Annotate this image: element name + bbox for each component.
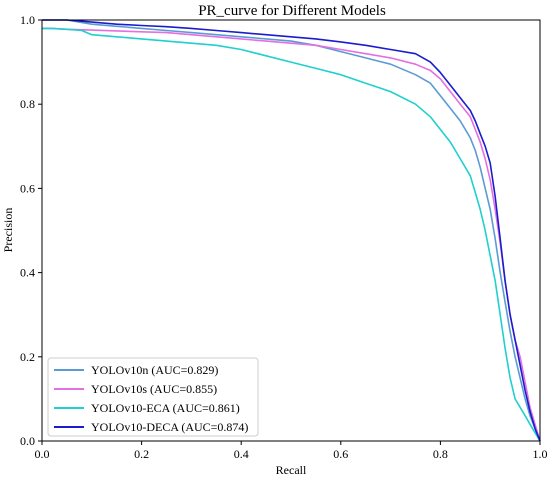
y-tick-label: 0.8 bbox=[20, 97, 35, 111]
x-tick-label: 0.0 bbox=[35, 447, 50, 461]
x-tick-label: 1.0 bbox=[533, 447, 548, 461]
x-tick-label: 0.2 bbox=[134, 447, 149, 461]
series-layer bbox=[42, 19, 541, 442]
series-line-4 bbox=[42, 19, 541, 442]
legend-label-2: YOLOv10s (AUC=0.855) bbox=[91, 382, 217, 396]
legend-label-3: YOLOv10-ECA (AUC=0.861) bbox=[91, 401, 240, 415]
ticks-layer: 0.0 0.2 0.4 0.6 0.8 1.0 0.0 0.2 0.4 0.6 0.8 1.0 bbox=[20, 13, 548, 461]
x-axis-label: Recall bbox=[276, 463, 307, 477]
y-axis-label: Precision bbox=[1, 208, 15, 253]
y-tick-label: 0.6 bbox=[20, 181, 35, 195]
series-line-1 bbox=[42, 19, 541, 442]
x-tick-label: 0.8 bbox=[433, 447, 448, 461]
series-line-3 bbox=[42, 27, 541, 442]
x-tick-label: 0.4 bbox=[234, 447, 249, 461]
plot-frame bbox=[41, 19, 541, 442]
legend-box bbox=[47, 357, 259, 437]
chart-title: PR_curve for Different Models bbox=[198, 3, 386, 19]
legend-label-1: YOLOv10n (AUC=0.829) bbox=[91, 363, 218, 377]
y-tick-label: 0.4 bbox=[20, 266, 35, 280]
legend: YOLOv10n (AUC=0.829) YOLOv10s (AUC=0.855)… bbox=[47, 357, 259, 437]
legend-label-4: YOLOv10-DECA (AUC=0.874) bbox=[91, 420, 248, 434]
y-tick-label: 0.2 bbox=[20, 350, 35, 364]
x-tick-label: 0.6 bbox=[333, 447, 348, 461]
legend-items: YOLOv10n (AUC=0.829) YOLOv10s (AUC=0.855)… bbox=[54, 363, 248, 434]
y-tick-label: 0.0 bbox=[20, 434, 35, 448]
y-tick-label: 1.0 bbox=[20, 13, 35, 27]
